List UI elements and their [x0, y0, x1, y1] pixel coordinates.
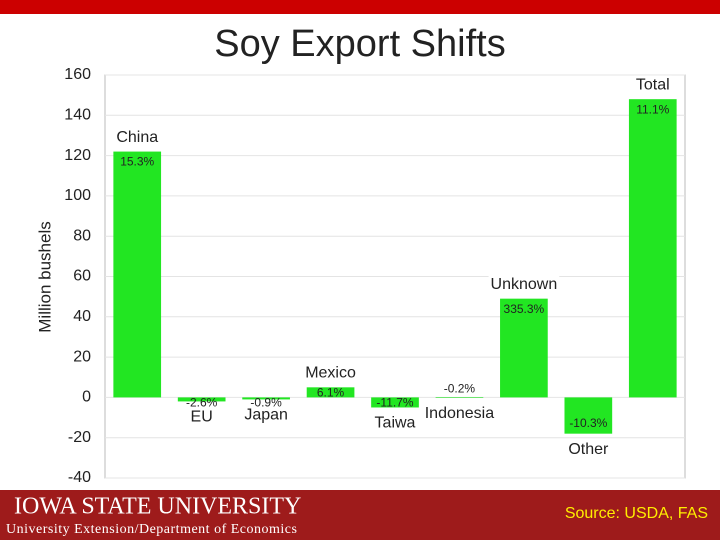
bar [306, 387, 355, 398]
change-label: 15.3% [120, 155, 154, 169]
change-label: -2.6% [186, 396, 218, 410]
footer-band [0, 490, 720, 540]
category-label: Taiwa [375, 415, 416, 432]
university-name: IOWA STATE UNIVERSITY [14, 494, 301, 520]
y-tick-label: 160 [64, 66, 91, 83]
label-background [372, 413, 418, 433]
bar [500, 298, 548, 398]
bar [564, 397, 613, 434]
y-tick-label: 140 [64, 107, 91, 124]
y-tick-label: 40 [73, 308, 91, 325]
label-background [303, 363, 358, 383]
bar [371, 397, 419, 408]
y-tick-label: -40 [68, 469, 91, 486]
y-tick-label: 0 [82, 389, 91, 406]
label-background [422, 404, 497, 424]
label-background [566, 439, 612, 459]
category-label: Unknown [491, 276, 558, 293]
change-label: -0.2% [444, 382, 476, 396]
category-label: Other [568, 441, 609, 458]
category-label: Indonesia [425, 405, 494, 422]
change-label: -0.9% [250, 396, 282, 410]
change-label: 6.1% [317, 385, 345, 399]
change-label: -10.3% [569, 416, 607, 430]
change-label: 335.3% [504, 302, 545, 316]
category-label: China [116, 129, 158, 146]
y-tick-label: -20 [68, 429, 91, 446]
category-label: Mexico [305, 365, 356, 382]
category-label: Total [636, 76, 670, 93]
label-background [488, 274, 560, 294]
y-tick-label: 60 [73, 268, 91, 285]
bar [113, 151, 162, 398]
y-tick-label: 20 [73, 348, 91, 365]
top-bar [0, 0, 720, 14]
change-label: -11.7% [376, 396, 413, 410]
department: University Extension/Department of Econo… [6, 522, 297, 537]
label-background [633, 75, 672, 95]
y-tick-label: 80 [73, 227, 91, 244]
source: Source: USDA, FAS [565, 505, 708, 522]
bar [628, 99, 677, 398]
label-background [242, 405, 290, 425]
change-label: 11.1% [636, 102, 669, 116]
category-label: EU [191, 409, 213, 426]
label-background [114, 127, 161, 147]
y-tick-label: 120 [64, 147, 91, 164]
category-label: Japan [244, 407, 288, 424]
chart-title: Soy Export Shifts [214, 23, 505, 65]
bar [242, 397, 290, 400]
bar [177, 397, 226, 402]
bar [435, 397, 484, 399]
y-tick-label: 100 [64, 187, 91, 204]
label-background [188, 407, 215, 427]
y-axis-label: Million bushels [35, 221, 54, 333]
